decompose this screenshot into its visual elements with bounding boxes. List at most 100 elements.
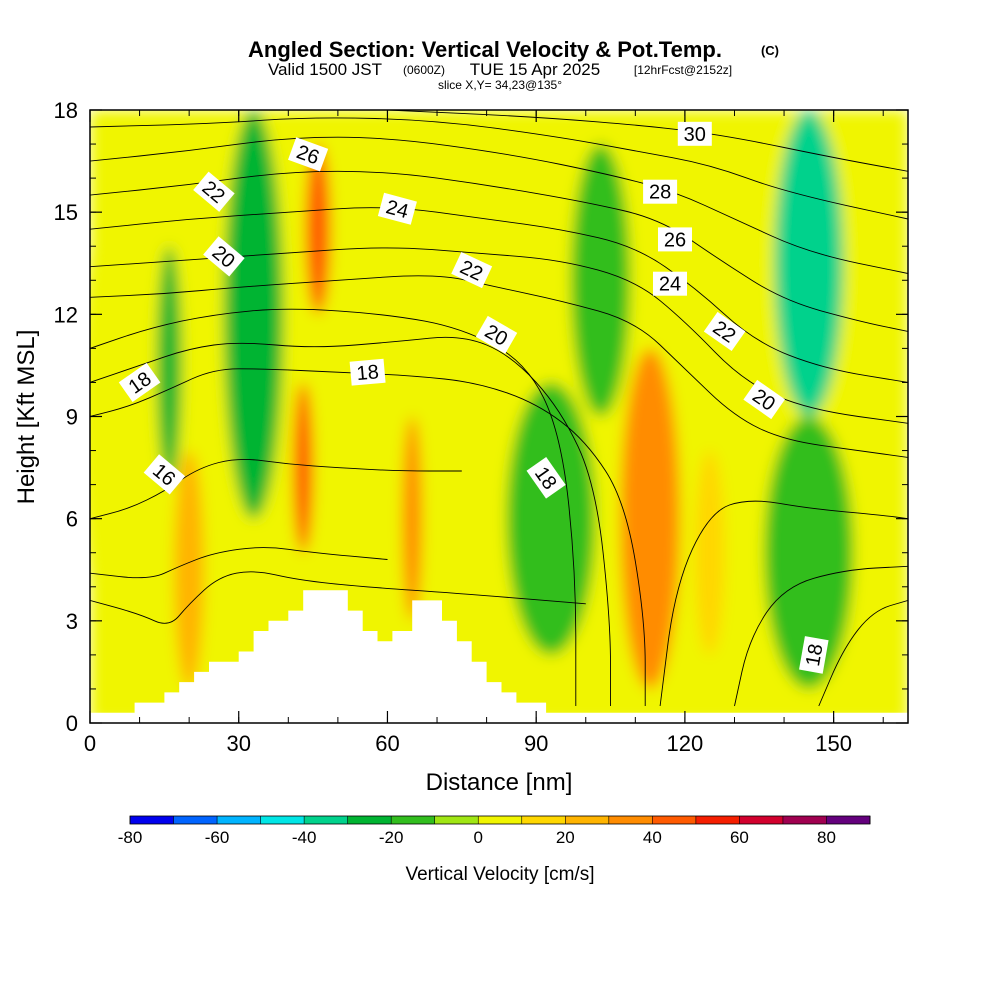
y-tick-label: 12 (54, 302, 78, 327)
velocity-cell-2 (174, 450, 205, 689)
velocity-cell-7 (402, 416, 423, 621)
colorbar-tick-label: -80 (118, 828, 143, 847)
theta-contour-18 (90, 336, 611, 706)
y-tick-label: 3 (66, 609, 78, 634)
colorbar-swatch (391, 816, 436, 824)
contour-label-box (118, 362, 161, 402)
valid-zulu-text: (0600Z) (403, 63, 445, 77)
theta-contour-16 (90, 458, 462, 520)
slice-text: slice X,Y= 34,23@135° (438, 78, 562, 92)
colorbar-swatch (565, 816, 610, 824)
contour-label-box (799, 636, 829, 674)
velocity-cell-14 (694, 450, 725, 655)
theta-contour-18 (90, 308, 577, 706)
y-tick-label: 6 (66, 507, 78, 532)
contour-label-text: 30 (684, 124, 706, 146)
y-tick-label: 9 (66, 405, 78, 430)
theta-contour-18 (90, 368, 646, 706)
axes: 0 30 60 90 120 150 0 3 6 9 12 15 18 (54, 98, 908, 756)
colorbar-swatch (347, 816, 392, 824)
contour-label-text: 26 (664, 229, 686, 251)
contour-label-box (653, 271, 687, 296)
colorbar-swatch (173, 816, 218, 824)
x-tick-label: 60 (375, 731, 399, 756)
x-tick-label: 150 (815, 731, 852, 756)
velocity-cell-12 (774, 110, 844, 417)
colorbar-tick-label: -40 (292, 828, 317, 847)
theta-contour-16 (90, 571, 586, 624)
x-axis-label: Distance [nm] (426, 769, 573, 796)
contour-label-box (743, 379, 786, 420)
x-tick-label: 90 (524, 731, 548, 756)
velocity-field (90, 110, 908, 723)
velocity-cell-11 (620, 348, 680, 689)
velocity-cell-1 (156, 246, 182, 485)
chart-title-unit: (C) (761, 43, 779, 58)
contour-label-box (193, 171, 235, 212)
theta-contour-28 (90, 117, 908, 220)
contour-label: 26 (658, 227, 692, 252)
contour-label-text: 18 (802, 642, 828, 668)
contour-label-box (677, 121, 712, 146)
contour-label-box (475, 315, 518, 354)
colorbar-swatch (739, 816, 784, 824)
contour-label: 24 (653, 271, 687, 296)
valid-date-text: TUE 15 Apr 2025 (470, 60, 600, 79)
contour-label: 30 (677, 121, 712, 146)
contour-label-box (658, 227, 692, 252)
colorbar-tick-label: 0 (474, 828, 483, 847)
terrain-mask (90, 590, 908, 723)
colorbar-swatch (130, 816, 175, 824)
valid-time-text: Valid 1500 JST (268, 60, 382, 79)
y-tick-label: 0 (66, 711, 78, 736)
theta-contour-30 (387, 110, 908, 172)
theta-contour-26 (90, 136, 908, 274)
x-tick-label: 120 (667, 731, 704, 756)
velocity-cell-13 (764, 416, 854, 689)
velocity-cell-8 (506, 382, 596, 655)
contour-label-box (451, 252, 493, 289)
contour-label-text: 24 (659, 274, 681, 296)
colorbar-tick-label: -60 (205, 828, 230, 847)
theta-contour-22 (90, 207, 908, 383)
contour-label-text: 18 (356, 361, 380, 385)
theta-contour-20 (90, 275, 908, 458)
contour-label-box (288, 137, 329, 172)
colorbar-tick-label: 60 (730, 828, 749, 847)
colorbar-swatch (782, 816, 827, 824)
contour-label-box (526, 456, 566, 499)
contour-label: 26 (288, 137, 329, 172)
colorbar: -80 -60 -40 -20 0 20 40 60 80 (118, 815, 871, 847)
colorbar-swatch (521, 816, 566, 824)
colorbar-swatch (304, 816, 349, 824)
x-tick-label: 30 (226, 731, 250, 756)
forecast-note: [12hrFcst@2152z] (634, 63, 732, 77)
colorbar-swatch (434, 816, 479, 824)
velocity-cell-9 (570, 144, 631, 417)
velocity-cell-6 (305, 144, 331, 315)
colorbar-swatch (217, 816, 262, 824)
contour-label: 18 (799, 636, 829, 674)
y-tick-label: 18 (54, 98, 78, 123)
theta-contour-18 (734, 565, 908, 707)
theta-contour-18 (659, 500, 908, 707)
colorbar-swatch (260, 816, 305, 824)
contour-label-box (349, 358, 386, 386)
contour-label-box (143, 454, 186, 495)
contour-label-box (377, 192, 417, 225)
colorbar-tick-label: 80 (817, 828, 836, 847)
colorbar-tick-label: -20 (379, 828, 404, 847)
contour-label: 28 (643, 179, 678, 204)
colorbar-swatch (608, 816, 653, 824)
contour-label-box (643, 179, 678, 204)
velocity-cell-5 (293, 382, 314, 553)
theta-contour-16 (90, 547, 388, 579)
colorbar-tick-label: 40 (643, 828, 662, 847)
terrain (90, 590, 908, 723)
theta-contour-24 (90, 170, 908, 332)
y-tick-label: 15 (54, 200, 78, 225)
y-axis-label: Height [Kft MSL] (13, 330, 40, 505)
chart-title: Angled Section: Vertical Velocity & Pot.… (248, 37, 722, 62)
